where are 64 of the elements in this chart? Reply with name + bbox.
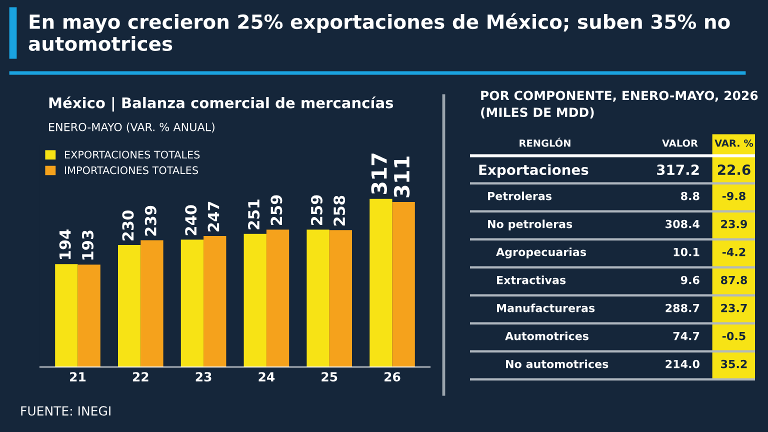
text: ENERO-MAYO (VAR. % ANUAL) (49, 122, 214, 133)
x-tick-label: 26 (384, 372, 400, 382)
data-label: 22.6 (718, 164, 750, 176)
data-label: 311 (394, 156, 410, 198)
category-label: Petroleras (488, 192, 552, 200)
data-label: 23.7 (721, 304, 747, 312)
bar (204, 236, 226, 367)
data-label: 9.6 (680, 276, 700, 284)
data-label: 258 (334, 196, 346, 226)
bar (329, 230, 352, 367)
data-label: 193 (82, 230, 94, 260)
legend-label: EXPORTACIONES TOTALES (64, 150, 200, 159)
x-tick-label: 24 (258, 372, 275, 382)
data-label: 23.9 (721, 220, 747, 228)
text: RENGLÓN (520, 138, 570, 147)
bar (118, 244, 141, 367)
bar (266, 230, 290, 367)
bar (55, 264, 78, 367)
bar (370, 198, 392, 367)
source-note: FUENTE: INEGI (21, 406, 110, 416)
x-tick-label: 22 (132, 372, 148, 382)
data-label: 74.7 (673, 332, 700, 340)
category-label: Agropecuarias (496, 248, 586, 258)
data-label: 10.1 (674, 248, 700, 256)
data-label: 240 (185, 205, 197, 236)
bar (140, 240, 164, 367)
legend-label: VALOR (662, 139, 698, 147)
data-label: 194 (59, 230, 71, 259)
data-label: 214.0 (666, 360, 700, 368)
text: POR COMPONENTE, ENERO-MAYO, 2026 (MILES DE MDD) (481, 90, 758, 119)
data-label: -9.8 (722, 192, 746, 200)
bar (306, 230, 330, 367)
data-label: 317 (371, 154, 387, 194)
data-label: 239 (144, 206, 156, 236)
bar (180, 240, 204, 367)
x-tick-label: 21 (70, 372, 86, 382)
data-label: -4.2 (722, 248, 746, 256)
data-label: 247 (208, 202, 220, 232)
category-label: Automotrices (505, 332, 588, 340)
bar (244, 234, 266, 367)
category-label: Exportaciones (479, 164, 588, 178)
data-label: 288.7 (666, 304, 700, 312)
data-label: 230 (122, 210, 134, 240)
x-tick-label: 25 (322, 372, 338, 382)
category-label: No automotrices (506, 360, 608, 368)
category-label: Extractivas (497, 276, 566, 284)
data-label: 259 (270, 195, 282, 226)
x-tick-label: 23 (196, 372, 212, 382)
data-label: -0.5 (722, 332, 746, 340)
bar (392, 202, 415, 367)
data-label: 8.8 (680, 192, 700, 200)
data-label: 87.8 (720, 276, 748, 284)
chart-title: En mayo crecieron 25% exportaciones de México; suben 35% no automotrices (28, 13, 730, 51)
data-label: 259 (310, 195, 322, 226)
data-label: 308.4 (666, 220, 700, 228)
category-label: No petroleras (488, 220, 572, 230)
legend-label: IMPORTACIONES TOTALES (64, 166, 198, 174)
category-label: Manufactureras (497, 304, 595, 312)
series-label: VAR. % (714, 139, 754, 147)
data-label: 35.2 (721, 360, 747, 368)
data-label: 317.2 (657, 164, 699, 176)
data-label: 251 (248, 200, 260, 230)
bar (78, 264, 100, 367)
chart-subtitle: México | Balanza comercial de mercancías (49, 96, 394, 112)
